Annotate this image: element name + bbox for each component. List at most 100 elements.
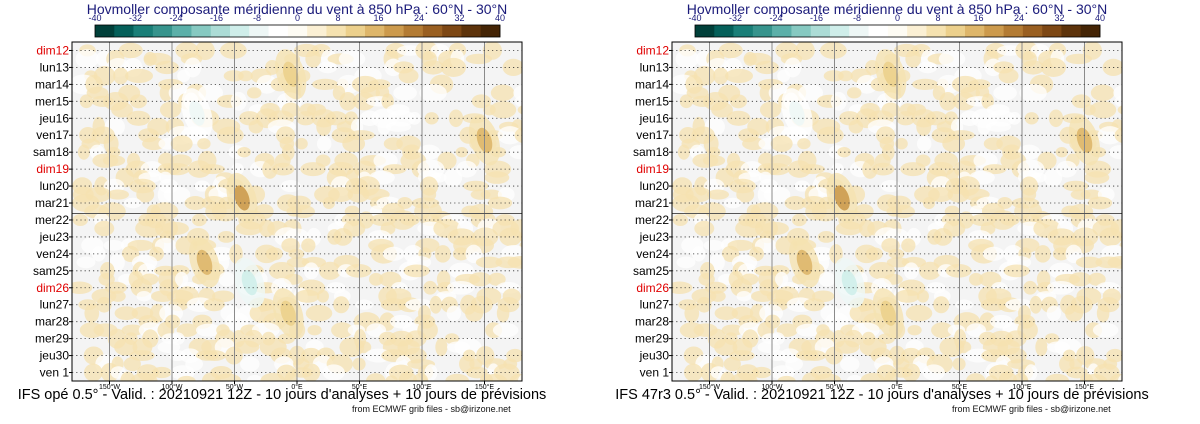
field-patch <box>856 75 878 94</box>
field-patch <box>799 164 825 175</box>
longitude-label: 0°E <box>291 383 303 391</box>
field-patch <box>993 85 1017 101</box>
colorbar-swatch <box>403 25 424 37</box>
field-patch <box>672 281 693 294</box>
field-patch <box>79 94 94 109</box>
colorbar-tick-label: -8 <box>253 13 261 23</box>
field-patch <box>368 272 384 286</box>
field-patch <box>318 261 342 280</box>
field-patch <box>1046 305 1062 321</box>
day-label: dim12 <box>636 43 669 57</box>
day-label: ven17 <box>636 128 669 142</box>
colorbar-swatch <box>345 25 366 37</box>
colorbar-swatch <box>1003 25 1024 37</box>
field-patch <box>342 135 366 153</box>
longitude-label: 100°E <box>412 383 431 391</box>
field-patch <box>114 306 139 321</box>
field-patch <box>328 186 354 203</box>
field-patch <box>907 324 922 336</box>
colorbar-swatch <box>772 25 792 37</box>
field-patch <box>490 84 515 102</box>
field-patch <box>177 375 196 381</box>
field-patch <box>755 60 779 75</box>
field-patch <box>176 323 198 337</box>
field-feature-core <box>796 249 813 275</box>
longitude-label: 50°W <box>226 383 244 391</box>
field-patch <box>1008 111 1021 125</box>
field-patch <box>377 118 391 135</box>
day-label: jeu30 <box>39 349 70 363</box>
field-feature-core <box>789 100 805 126</box>
field-patch <box>489 101 517 119</box>
day-label: lun20 <box>40 179 70 193</box>
field-patch <box>248 120 264 134</box>
day-label: sam18 <box>633 145 669 159</box>
field-patch <box>393 85 417 101</box>
field-patch <box>159 101 182 118</box>
day-label: mar28 <box>635 315 669 329</box>
field-patch <box>675 49 699 69</box>
field-patch <box>916 289 929 303</box>
field-patch <box>197 138 211 150</box>
field-patch <box>142 137 166 151</box>
field-patch <box>736 186 755 203</box>
field-patch <box>129 94 147 109</box>
field-patch <box>1102 58 1122 77</box>
field-patch <box>729 94 747 109</box>
field-patch <box>679 94 694 109</box>
field-patch <box>846 374 863 381</box>
field-feature-core <box>196 249 213 275</box>
field-patch <box>938 50 966 68</box>
field-patch <box>366 323 387 338</box>
field-patch <box>484 171 510 184</box>
colorbar-tick-label: -24 <box>769 13 782 23</box>
field-patch <box>982 246 1005 261</box>
longitude-label: 100°W <box>761 383 782 391</box>
field-patch <box>295 289 320 303</box>
field-patch <box>895 137 908 150</box>
field-patch <box>284 371 297 381</box>
field-patch <box>905 305 933 322</box>
field-patch <box>916 117 932 136</box>
field-patch <box>823 70 844 82</box>
colorbar-swatch <box>1080 25 1101 37</box>
colorbar-tick-label: 8 <box>335 13 340 23</box>
day-label: mar21 <box>635 196 669 210</box>
field-patch <box>787 160 812 178</box>
field-patch <box>1043 168 1063 187</box>
day-label: mar21 <box>35 196 69 210</box>
field-patch <box>72 213 88 226</box>
colorbar-swatch <box>365 25 385 37</box>
chart-title: Hovmoller composante méridienne du vent … <box>686 1 1108 17</box>
field-patch <box>519 231 522 243</box>
field-patch <box>246 374 263 381</box>
longitude-label: 50°W <box>826 383 844 391</box>
field-patch <box>1121 175 1122 181</box>
field-patch <box>496 303 510 323</box>
colorbar-swatch <box>849 25 869 37</box>
day-label: dim26 <box>36 281 69 295</box>
longitude-label: 0°E <box>891 383 903 391</box>
hovmoller-panel-ifs-ope: -40 -32 -24 -16 -8 0 8 16 24 32 40 dim12 lun13 mar14 m… <box>18 1 547 414</box>
field-patch <box>408 111 421 125</box>
field-patch <box>102 155 126 167</box>
field-patch <box>900 162 926 177</box>
field-patch <box>305 50 322 68</box>
field-patch <box>331 322 354 338</box>
day-label: ven17 <box>36 128 69 142</box>
field-patch <box>751 366 772 379</box>
field-patch <box>895 289 920 303</box>
colorbar-swatch <box>384 25 404 37</box>
plot-area: dim12 lun13 mar14 mer15 jeu16 ven17 sam18 dim19… <box>33 41 523 391</box>
colorbar-tick-label: 40 <box>495 13 505 23</box>
field-patch <box>126 110 151 126</box>
field-patch <box>896 111 916 126</box>
field-patch <box>965 373 986 381</box>
field-patch <box>998 371 1018 381</box>
colorbar-tick-label: 32 <box>454 13 464 23</box>
field-patch <box>385 121 411 132</box>
field-patch <box>985 375 998 381</box>
field-patch <box>711 102 733 118</box>
field-patch <box>352 92 376 111</box>
field-feature-core <box>234 185 250 211</box>
